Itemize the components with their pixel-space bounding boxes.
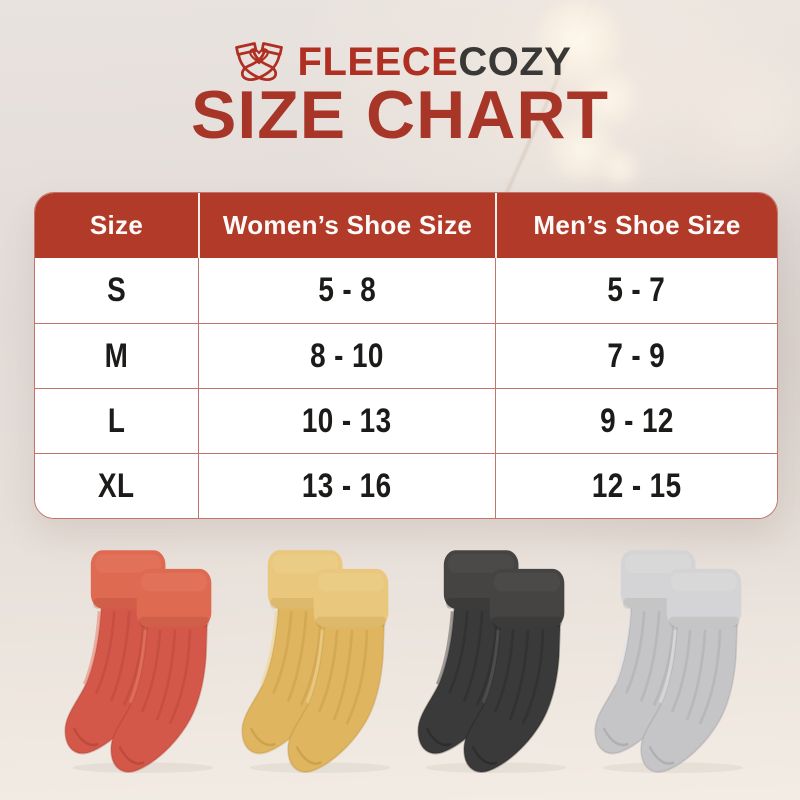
sock-color-options — [62, 545, 752, 780]
cell-women: 5 - 8 — [198, 258, 495, 323]
crossed-socks-heart-icon — [234, 42, 283, 81]
table-row-l: L 10 - 13 9 - 12 — [35, 388, 777, 453]
cell-men: 9 - 12 — [495, 389, 777, 453]
table-header-row: Size Women’s Shoe Size Men’s Shoe Size — [35, 193, 777, 258]
cell-men: 12 - 15 — [495, 454, 777, 518]
cell-size: M — [104, 336, 129, 375]
brand-name-secondary: COZY — [458, 40, 572, 84]
cell-size: XL — [98, 466, 135, 505]
cell-size: L — [107, 401, 126, 440]
header-cell-women: Women’s Shoe Size — [198, 193, 495, 258]
header-cell-men: Men’s Shoe Size — [495, 193, 777, 258]
sock-pair-image — [592, 545, 752, 773]
brand-name-primary: FLEECE — [297, 40, 459, 84]
table-row-xl: XL 13 - 16 12 - 15 — [35, 453, 777, 518]
cell-women: 13 - 16 — [198, 454, 495, 518]
sock-pair-image — [415, 545, 575, 773]
header-cell-size: Size — [89, 210, 144, 240]
table-row-m: M 8 - 10 7 - 9 — [35, 323, 777, 388]
cell-women: 8 - 10 — [198, 324, 495, 388]
brand-name: FLEECECOZY — [298, 42, 572, 82]
cell-size: S — [106, 271, 127, 309]
cell-men: 5 - 7 — [495, 258, 777, 323]
size-chart-table: Size Women’s Shoe Size Men’s Shoe Size S… — [34, 192, 778, 519]
cell-men: 7 - 9 — [495, 324, 777, 388]
brand-logo: FLEECECOZY — [0, 34, 800, 90]
table-row-s: S 5 - 8 5 - 7 — [35, 258, 777, 323]
sock-pair-image — [239, 545, 399, 773]
cell-women: 10 - 13 — [198, 389, 495, 453]
sock-pair-image — [62, 545, 222, 773]
page-title: SIZE CHART — [191, 77, 609, 153]
